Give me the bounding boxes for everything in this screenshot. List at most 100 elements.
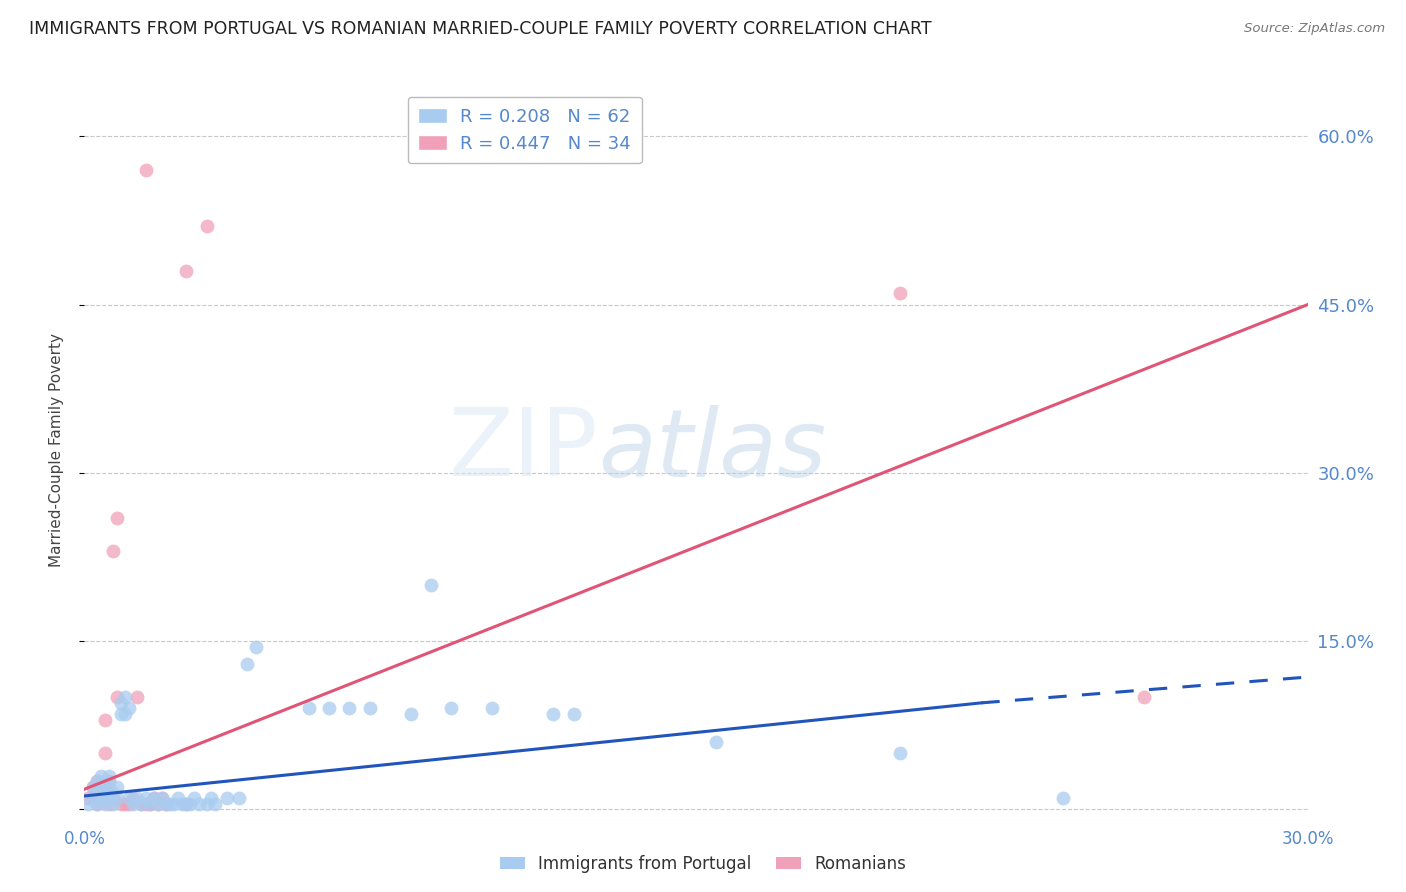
Point xyxy=(1133,690,1156,705)
Point xyxy=(187,797,209,811)
Point xyxy=(105,780,128,794)
Legend: Immigrants from Portugal, Romanians: Immigrants from Portugal, Romanians xyxy=(494,848,912,880)
Point xyxy=(183,791,205,805)
Point xyxy=(163,797,186,811)
Point xyxy=(142,791,165,805)
Point xyxy=(127,791,149,805)
Text: Source: ZipAtlas.com: Source: ZipAtlas.com xyxy=(1244,22,1385,36)
Point xyxy=(172,797,194,811)
Point xyxy=(118,791,141,805)
Point xyxy=(138,797,160,811)
Point xyxy=(114,690,136,705)
Legend: R = 0.208   N = 62, R = 0.447   N = 34: R = 0.208 N = 62, R = 0.447 N = 34 xyxy=(408,96,641,163)
Point xyxy=(200,791,222,805)
Point xyxy=(82,791,104,805)
Point xyxy=(138,797,160,811)
Point xyxy=(217,791,239,805)
Point xyxy=(135,791,157,805)
Point xyxy=(114,797,136,811)
Point xyxy=(889,747,911,761)
Point xyxy=(174,797,197,811)
Text: IMMIGRANTS FROM PORTUGAL VS ROMANIAN MARRIED-COUPLE FAMILY POVERTY CORRELATION C: IMMIGRANTS FROM PORTUGAL VS ROMANIAN MAR… xyxy=(30,20,932,38)
Point xyxy=(195,219,218,233)
Point xyxy=(155,797,177,811)
Point xyxy=(298,701,321,715)
Point xyxy=(440,701,463,715)
Point xyxy=(122,791,145,805)
Point xyxy=(77,791,100,805)
Point xyxy=(90,780,112,794)
Point xyxy=(86,797,108,811)
Point xyxy=(543,707,565,722)
Point xyxy=(1052,791,1074,805)
Point xyxy=(101,797,124,811)
Point xyxy=(82,780,104,794)
Point xyxy=(93,713,115,727)
Point xyxy=(93,797,115,811)
Point xyxy=(159,797,181,811)
Point xyxy=(93,786,115,800)
Point xyxy=(131,797,153,811)
Point xyxy=(118,701,141,715)
Point xyxy=(97,769,120,783)
Point xyxy=(706,735,728,749)
Point xyxy=(174,797,197,811)
Point xyxy=(97,786,120,800)
Point xyxy=(86,786,108,800)
Point xyxy=(228,791,250,805)
Point xyxy=(889,286,911,301)
Point xyxy=(97,774,120,789)
Point xyxy=(150,791,173,805)
Y-axis label: Married-Couple Family Poverty: Married-Couple Family Poverty xyxy=(49,334,63,567)
Point xyxy=(90,769,112,783)
Point xyxy=(86,797,108,811)
Point xyxy=(195,797,218,811)
Point xyxy=(155,797,177,811)
Point xyxy=(174,264,197,278)
Point xyxy=(101,791,124,805)
Point xyxy=(114,707,136,722)
Point xyxy=(90,780,112,794)
Point xyxy=(86,774,108,789)
Point xyxy=(118,797,141,811)
Point xyxy=(90,791,112,805)
Point xyxy=(82,780,104,794)
Point xyxy=(179,797,201,811)
Text: ZIP: ZIP xyxy=(449,404,598,497)
Point xyxy=(167,791,190,805)
Point xyxy=(135,797,157,811)
Point xyxy=(97,797,120,811)
Point xyxy=(105,791,128,805)
Point xyxy=(399,707,422,722)
Point xyxy=(97,791,120,805)
Point xyxy=(86,774,108,789)
Point xyxy=(101,544,124,558)
Point xyxy=(77,797,100,811)
Point xyxy=(131,797,153,811)
Point xyxy=(110,696,132,710)
Point xyxy=(135,163,157,178)
Point xyxy=(318,701,340,715)
Point xyxy=(110,797,132,811)
Point xyxy=(245,640,267,654)
Point xyxy=(97,780,120,794)
Point xyxy=(146,797,169,811)
Point xyxy=(122,797,145,811)
Point xyxy=(562,707,585,722)
Point xyxy=(359,701,381,715)
Point xyxy=(339,701,361,715)
Point xyxy=(420,578,443,592)
Point xyxy=(82,791,104,805)
Point xyxy=(105,690,128,705)
Point xyxy=(110,707,132,722)
Point xyxy=(146,797,169,811)
Point xyxy=(105,510,128,524)
Point xyxy=(90,791,112,805)
Point xyxy=(204,797,226,811)
Point xyxy=(93,774,115,789)
Point xyxy=(236,657,259,671)
Point xyxy=(93,747,115,761)
Point xyxy=(481,701,503,715)
Point xyxy=(142,791,165,805)
Text: atlas: atlas xyxy=(598,405,827,496)
